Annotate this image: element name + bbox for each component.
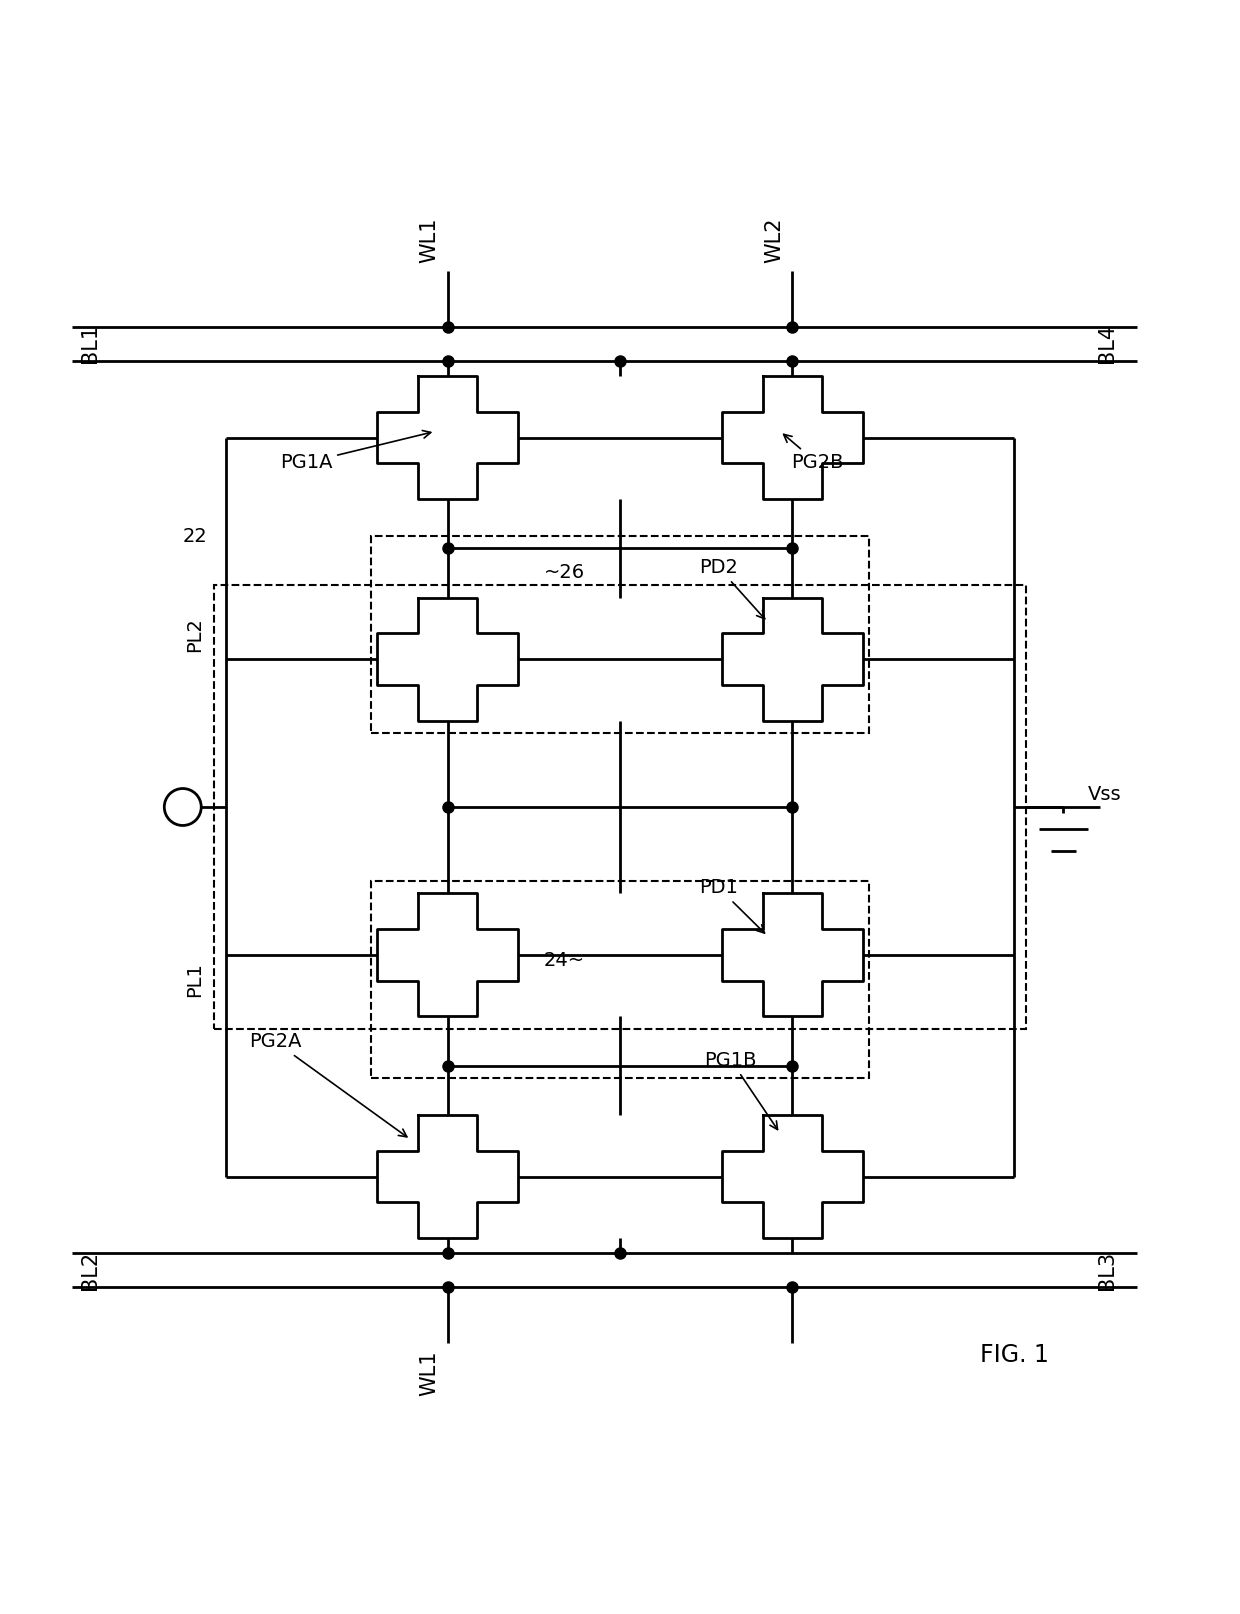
Text: 24~: 24~ <box>544 952 585 970</box>
Text: PG1A: PG1A <box>280 431 430 473</box>
Text: FIG. 1: FIG. 1 <box>980 1343 1049 1367</box>
Text: PG2B: PG2B <box>784 434 843 473</box>
Text: Vss: Vss <box>1087 784 1122 804</box>
Text: 22: 22 <box>182 526 207 546</box>
Text: BL3: BL3 <box>1096 1251 1116 1290</box>
Text: PD2: PD2 <box>699 558 765 618</box>
Text: WL1: WL1 <box>419 218 439 263</box>
Text: WL2: WL2 <box>764 218 784 263</box>
Text: ~26: ~26 <box>544 563 585 583</box>
Text: PL2: PL2 <box>186 617 205 652</box>
Text: WL1: WL1 <box>419 1351 439 1396</box>
Text: PD1: PD1 <box>699 878 765 933</box>
Text: BL2: BL2 <box>81 1251 100 1290</box>
Text: PL1: PL1 <box>186 962 205 997</box>
Text: PG2A: PG2A <box>249 1033 407 1136</box>
Text: PG1B: PG1B <box>704 1051 777 1130</box>
Text: BL1: BL1 <box>81 324 100 363</box>
Text: BL4: BL4 <box>1096 324 1116 363</box>
